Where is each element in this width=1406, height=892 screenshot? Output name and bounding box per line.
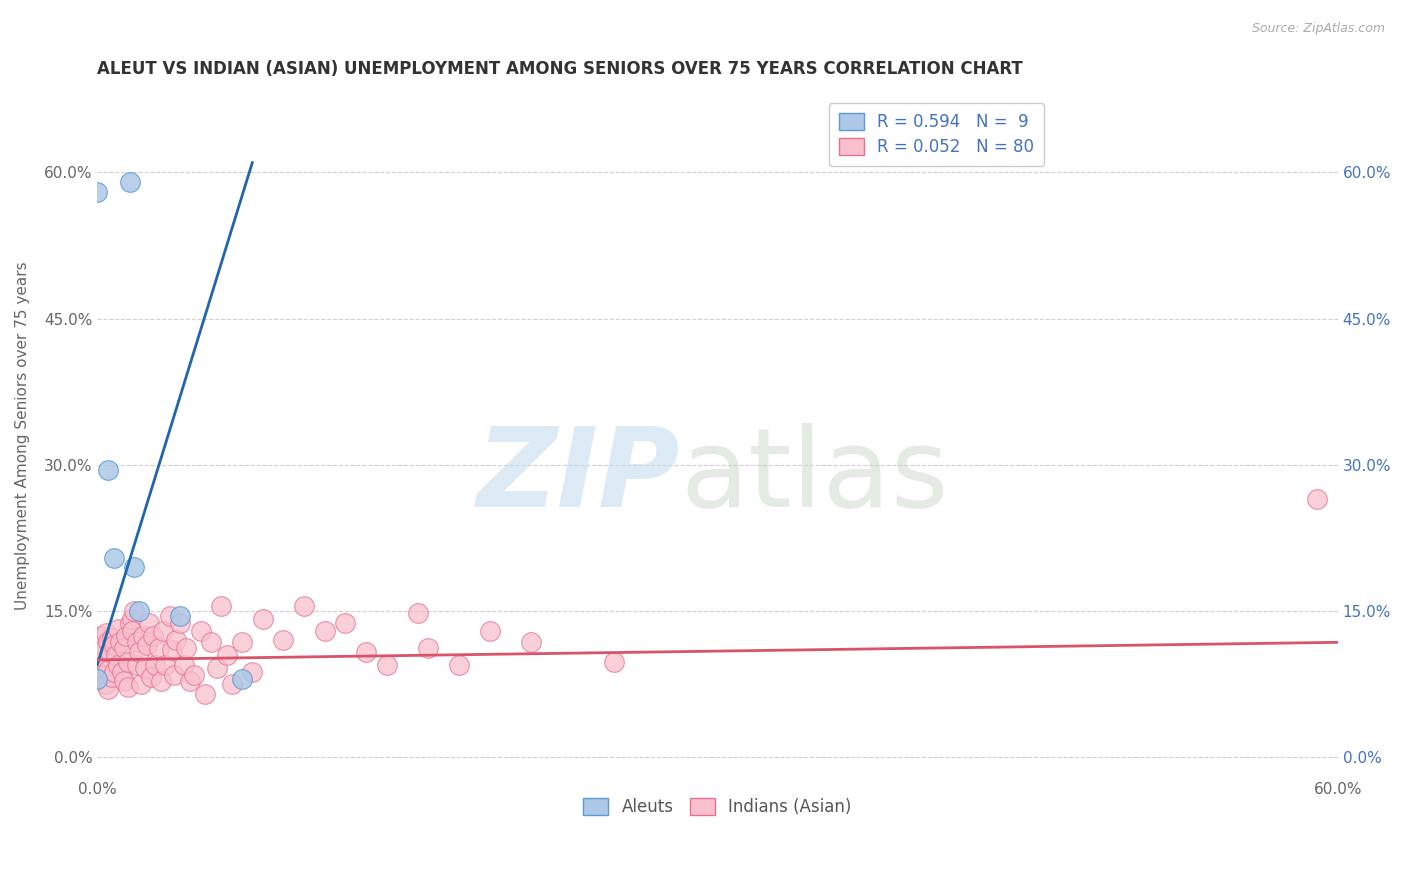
Point xyxy=(97,635,120,649)
Text: Source: ZipAtlas.com: Source: ZipAtlas.com xyxy=(1251,22,1385,36)
Point xyxy=(240,665,263,679)
Point xyxy=(112,641,135,656)
Point xyxy=(173,657,195,672)
Point xyxy=(100,632,122,646)
Point xyxy=(120,615,142,630)
Point xyxy=(150,674,173,689)
Point xyxy=(128,645,150,659)
Point xyxy=(89,655,111,669)
Point xyxy=(406,606,429,620)
Point xyxy=(209,599,232,614)
Point xyxy=(169,609,191,624)
Point xyxy=(94,677,117,691)
Point xyxy=(354,645,377,659)
Point xyxy=(292,599,315,614)
Point xyxy=(103,550,125,565)
Point xyxy=(104,648,127,662)
Point xyxy=(271,633,294,648)
Legend: Aleuts, Indians (Asian): Aleuts, Indians (Asian) xyxy=(576,791,859,823)
Point xyxy=(1306,491,1329,506)
Point xyxy=(124,560,146,574)
Point xyxy=(155,657,177,672)
Point xyxy=(86,185,108,199)
Point xyxy=(148,641,170,656)
Point xyxy=(159,609,181,624)
Point xyxy=(112,674,135,689)
Text: ZIP: ZIP xyxy=(477,423,681,530)
Point xyxy=(135,638,157,652)
Point xyxy=(217,648,239,662)
Point xyxy=(134,661,156,675)
Point xyxy=(416,641,439,656)
Point xyxy=(125,635,148,649)
Point xyxy=(121,624,143,638)
Point xyxy=(94,625,117,640)
Point xyxy=(179,674,201,689)
Point xyxy=(103,665,125,679)
Point xyxy=(90,628,112,642)
Point xyxy=(121,612,143,626)
Point xyxy=(103,638,125,652)
Point xyxy=(479,624,502,638)
Point xyxy=(200,635,222,649)
Point xyxy=(314,624,336,638)
Text: atlas: atlas xyxy=(681,423,949,530)
Point xyxy=(111,665,134,679)
Point xyxy=(160,643,183,657)
Point xyxy=(190,624,212,638)
Text: ALEUT VS INDIAN (ASIAN) UNEMPLOYMENT AMONG SENIORS OVER 75 YEARS CORRELATION CHA: ALEUT VS INDIAN (ASIAN) UNEMPLOYMENT AMO… xyxy=(97,60,1024,78)
Point xyxy=(86,673,108,687)
Point xyxy=(375,657,398,672)
Point xyxy=(120,175,142,189)
Point xyxy=(183,667,205,681)
Point xyxy=(143,657,166,672)
Point xyxy=(152,624,174,638)
Point xyxy=(86,673,108,687)
Point xyxy=(231,673,253,687)
Point xyxy=(86,657,108,672)
Point xyxy=(174,641,197,656)
Point xyxy=(603,655,626,669)
Point xyxy=(100,670,122,684)
Y-axis label: Unemployment Among Seniors over 75 years: Unemployment Among Seniors over 75 years xyxy=(15,261,30,610)
Point xyxy=(128,604,150,618)
Point xyxy=(93,643,115,657)
Point xyxy=(163,667,186,681)
Point xyxy=(97,682,120,697)
Point xyxy=(194,687,217,701)
Point xyxy=(124,604,146,618)
Point xyxy=(221,677,243,691)
Point xyxy=(129,677,152,691)
Point xyxy=(142,628,165,642)
Point xyxy=(252,612,274,626)
Point xyxy=(97,663,120,677)
Point xyxy=(139,670,162,684)
Point xyxy=(97,463,120,477)
Point xyxy=(165,633,187,648)
Point xyxy=(520,635,543,649)
Point xyxy=(107,657,129,672)
Point xyxy=(107,622,129,636)
Point xyxy=(335,615,357,630)
Point xyxy=(138,615,160,630)
Point xyxy=(93,667,115,681)
Point xyxy=(132,628,155,642)
Point xyxy=(90,661,112,675)
Point xyxy=(89,638,111,652)
Point xyxy=(86,648,108,662)
Point xyxy=(169,615,191,630)
Point xyxy=(447,657,470,672)
Point xyxy=(98,645,121,659)
Point xyxy=(108,635,131,649)
Point xyxy=(117,680,139,694)
Point xyxy=(231,635,253,649)
Point xyxy=(125,657,148,672)
Point xyxy=(115,628,138,642)
Point xyxy=(117,655,139,669)
Point xyxy=(205,661,228,675)
